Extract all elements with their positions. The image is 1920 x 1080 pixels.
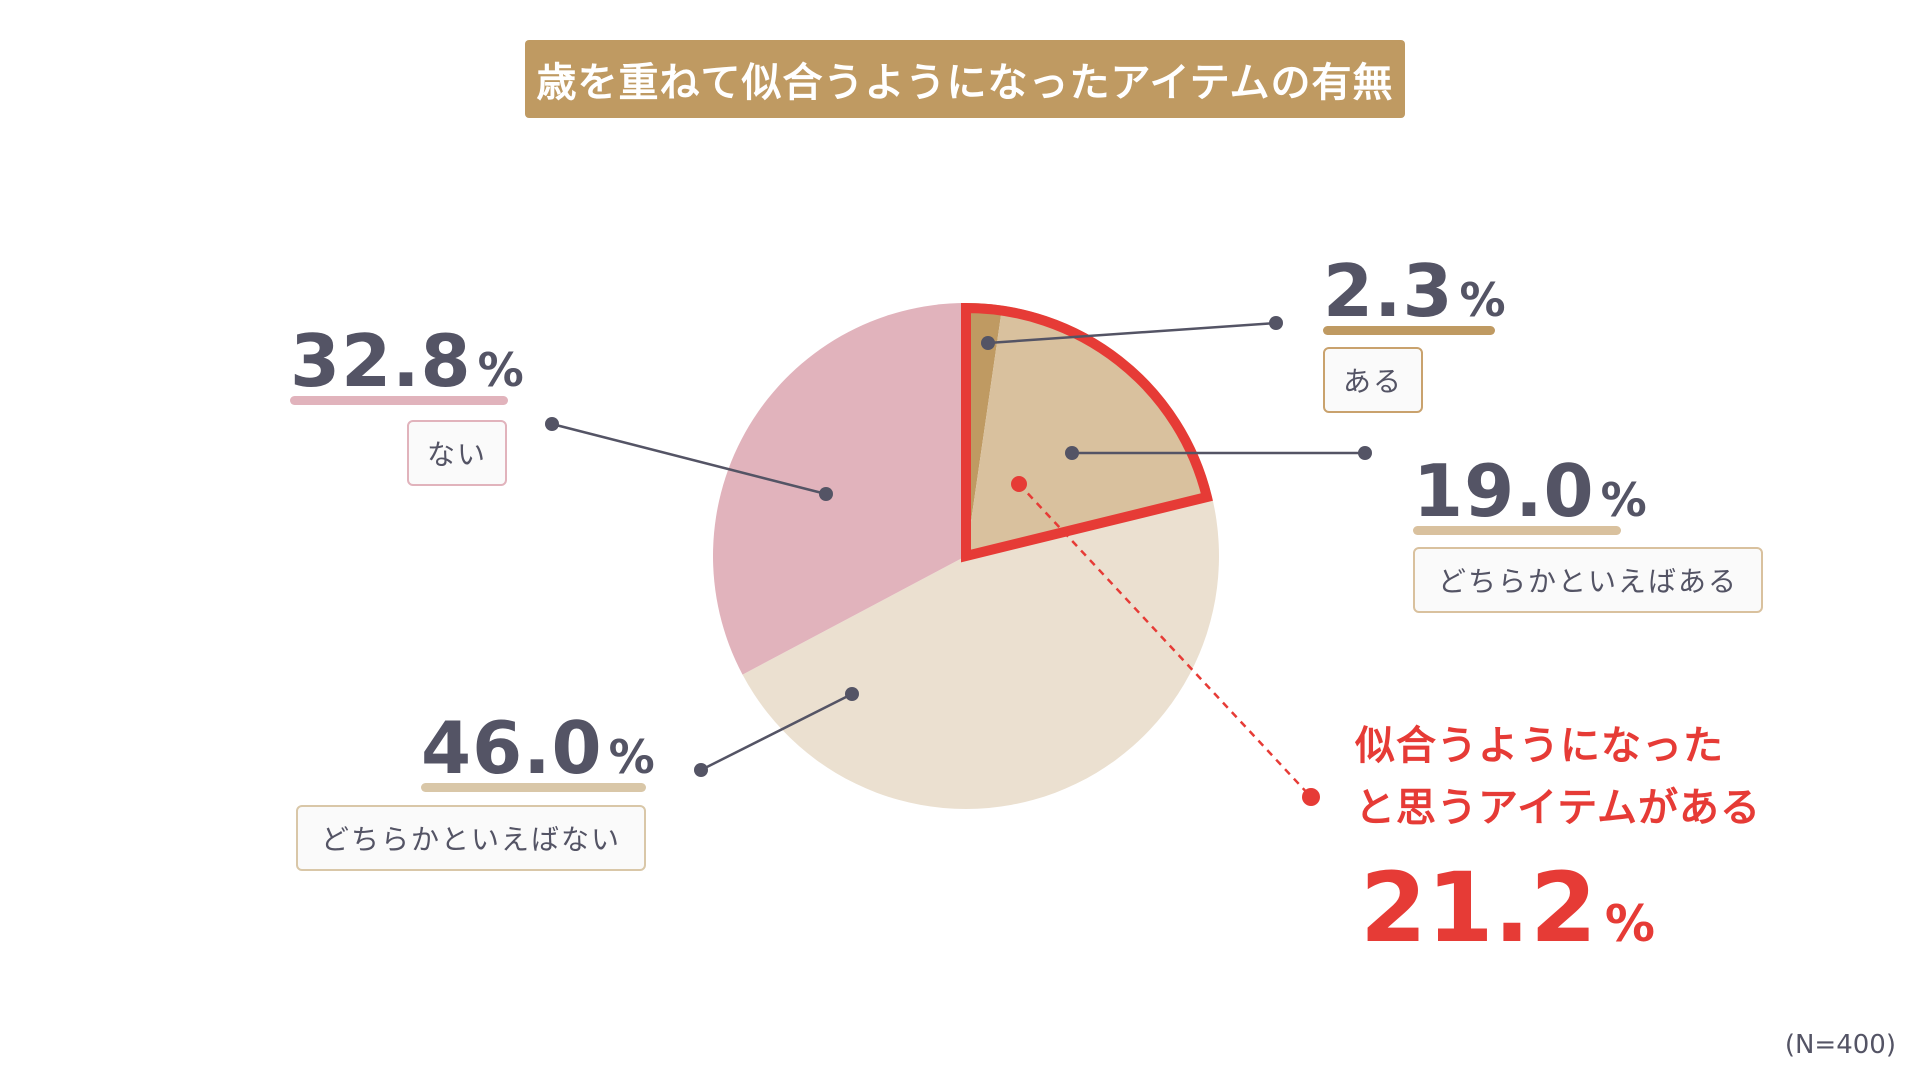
category-label-aru: ある xyxy=(1323,347,1423,413)
value-number: 19.0 xyxy=(1413,449,1595,533)
highlight-outline xyxy=(961,302,1213,563)
value-unit: % xyxy=(608,730,655,784)
value-underline xyxy=(421,783,646,792)
value-label-dochira-aru: 19.0 % xyxy=(1413,455,1647,527)
leader-line-aru xyxy=(981,316,1283,350)
highlight-label-line1: 似合うようになった xyxy=(1355,723,1724,769)
highlight-label-line2: と思うアイテムがある xyxy=(1355,785,1761,831)
pie-slice-2 xyxy=(742,497,1219,809)
highlight-label: 似合うようになった と思うアイテムがある xyxy=(1355,715,1835,839)
leader-line-nai xyxy=(545,417,833,501)
value-unit: % xyxy=(1459,273,1506,327)
value-underline xyxy=(290,396,508,405)
highlight-value-number: 21.2 xyxy=(1360,852,1597,964)
value-number: 32.8 xyxy=(290,319,472,403)
value-label-nai: 32.8 % xyxy=(290,325,524,397)
value-unit: % xyxy=(1600,473,1647,527)
pie-slice-3 xyxy=(712,303,966,675)
highlight-callout-line xyxy=(1011,476,1320,806)
value-label-dochira-nai: 46.0 % xyxy=(421,712,655,784)
value-unit: % xyxy=(477,343,524,397)
value-number: 46.0 xyxy=(421,706,603,790)
value-number: 2.3 xyxy=(1323,249,1454,333)
value-underline xyxy=(1413,526,1621,535)
value-underline xyxy=(1323,326,1495,335)
value-label-aru: 2.3 % xyxy=(1323,255,1506,327)
leader-line-dochira-aru xyxy=(1065,446,1372,460)
sample-size-note: (N=400) xyxy=(1784,1030,1896,1060)
pie-slice-1 xyxy=(966,305,1213,556)
category-label-dochira-nai: どちらかといえばない xyxy=(296,805,646,871)
highlight-value-unit: % xyxy=(1604,895,1655,953)
category-label-nai: ない xyxy=(407,420,507,486)
pie-slice-0 xyxy=(966,303,1003,556)
highlight-value: 21.2 % xyxy=(1360,860,1655,956)
category-label-dochira-aru: どちらかといえばある xyxy=(1413,547,1763,613)
chart-title: 歳を重ねて似合うようになったアイテムの有無 xyxy=(525,40,1405,118)
leader-line-dochira-nai xyxy=(694,687,859,777)
